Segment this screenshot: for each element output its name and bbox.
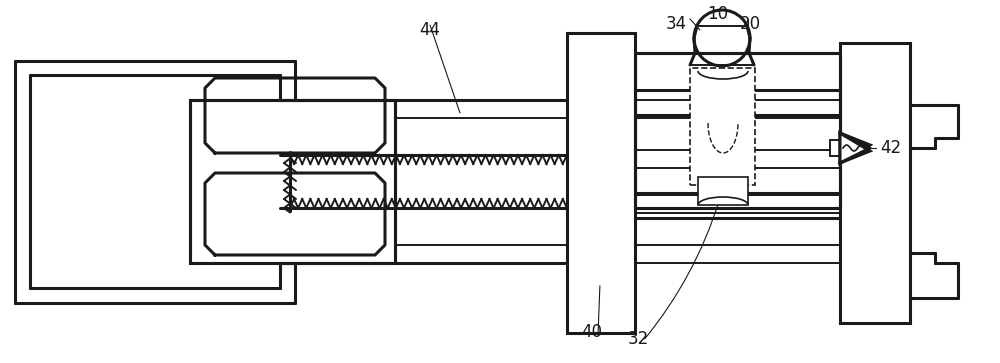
Bar [690, 68, 755, 185]
Bar [190, 100, 395, 263]
Bar [567, 33, 635, 333]
Bar [840, 43, 910, 323]
Text: 10: 10 [707, 5, 729, 23]
Bar [698, 177, 748, 205]
Bar [635, 53, 840, 208]
Polygon shape [840, 133, 870, 163]
Text: 40: 40 [582, 323, 602, 341]
Text: 34: 34 [665, 15, 687, 33]
Text: 20: 20 [739, 15, 761, 33]
Bar [830, 140, 840, 156]
Polygon shape [840, 133, 870, 163]
Text: 44: 44 [420, 21, 440, 39]
Text: 42: 42 [880, 139, 901, 157]
Text: 32: 32 [627, 330, 649, 348]
